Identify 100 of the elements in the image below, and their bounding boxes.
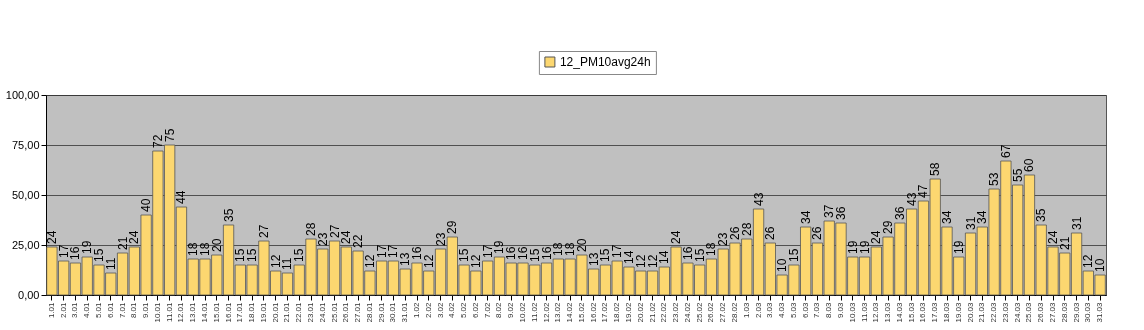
x-tick-label: 17.03: [930, 301, 940, 323]
data-label: 18: [198, 242, 212, 256]
data-label: 23: [433, 232, 448, 246]
data-label: 23: [315, 232, 330, 246]
data-label: 28: [304, 222, 318, 236]
y-tick-label: 50,00: [11, 188, 40, 201]
data-label: 28: [739, 222, 754, 236]
x-tick-label: 26.02: [706, 301, 716, 323]
data-label: 24: [339, 230, 354, 244]
x-tick-label: 2.03: [753, 301, 763, 319]
data-label: 17: [480, 244, 495, 258]
x-tick-label: 12.01: [176, 301, 186, 323]
x-tick-label: 28.03: [1059, 301, 1069, 323]
x-tick-label: 14.02: [565, 301, 575, 323]
data-label: 12: [421, 254, 436, 268]
data-label: 16: [680, 246, 695, 260]
data-label: 35: [221, 208, 236, 222]
data-label: 15: [527, 248, 542, 262]
data-label: 23: [716, 232, 731, 246]
data-label: 18: [551, 242, 566, 256]
data-label: 16: [504, 246, 519, 260]
x-tick-label: 14.01: [200, 301, 209, 323]
data-label: 31: [1069, 216, 1084, 230]
data-label: 17: [610, 244, 625, 258]
x-tick-label: 8.02: [494, 301, 504, 319]
x-tick-label: 20.03: [965, 301, 975, 323]
data-label: 24: [1046, 230, 1060, 244]
x-tick-label: 15.03: [906, 301, 916, 323]
data-label: 21: [115, 236, 130, 250]
data-label: 12: [268, 254, 283, 268]
x-tick-label: 27.03: [1048, 301, 1057, 323]
data-label: 24: [869, 230, 884, 244]
x-tick-label: 31.03: [1095, 301, 1105, 323]
x-tick-label: 8.01: [129, 301, 139, 319]
y-tick-label: 100,00: [5, 88, 40, 101]
x-tick-label: 16.01: [223, 301, 233, 323]
data-label: 11: [103, 257, 118, 270]
data-label: 34: [975, 210, 990, 224]
data-label: 35: [1034, 208, 1049, 222]
x-tick-label: 6.02: [470, 301, 480, 319]
x-tick-label: 15.02: [576, 301, 586, 323]
data-label: 67: [998, 144, 1013, 158]
data-label: 26: [728, 226, 742, 240]
x-tick-label: 27.01: [353, 301, 363, 323]
data-label: 12: [362, 254, 377, 268]
x-tick-label: 17.02: [600, 301, 610, 323]
x-tick-label: 10.01: [152, 301, 162, 323]
data-label: 17: [374, 244, 389, 258]
x-tick-label: 26.03: [1036, 301, 1046, 323]
data-label: 44: [174, 190, 189, 204]
data-label: 13: [586, 252, 601, 266]
data-label: 19: [492, 240, 507, 254]
x-tick-label: 5.03: [788, 301, 798, 319]
x-tick-label: 18.03: [942, 301, 951, 323]
data-label: 72: [150, 134, 165, 148]
x-tick-label: 12.02: [541, 301, 551, 323]
x-tick-label: 23.02: [671, 301, 681, 323]
x-tick-label: 9.03: [836, 301, 845, 319]
x-tick-label: 3.03: [765, 301, 775, 319]
x-tick-label: 5.02: [459, 301, 469, 319]
x-tick-label: 20.02: [635, 301, 645, 323]
x-tick-label: 21.01: [282, 301, 292, 323]
y-tick-label: 25,00: [11, 238, 40, 251]
data-label: 21: [1057, 236, 1072, 250]
x-tick-label: 21.02: [647, 301, 657, 323]
data-label: 18: [704, 242, 719, 256]
data-label: 16: [410, 246, 424, 260]
x-tick-label: 20.01: [270, 301, 280, 323]
x-tick-label: 1.01: [46, 301, 56, 319]
x-tick-label: 4.02: [447, 301, 457, 319]
x-tick-label: 25.01: [329, 301, 339, 323]
data-label: 15: [245, 248, 260, 262]
x-tick-label: 21.03: [977, 301, 987, 323]
x-tick-label: 13.01: [188, 301, 198, 323]
x-tick-label: 1.02: [412, 301, 421, 319]
x-tick-label: 18.02: [612, 301, 622, 323]
x-tick-label: 11.01: [164, 301, 174, 322]
data-label: 13: [398, 252, 413, 266]
x-tick-label: 19.03: [953, 301, 963, 323]
data-label: 53: [987, 172, 1002, 186]
data-label: 15: [692, 248, 707, 262]
data-label: 36: [892, 206, 907, 220]
data-label: 15: [92, 248, 106, 262]
x-tick-label: 23.01: [306, 301, 315, 323]
data-label: 12: [1081, 254, 1096, 268]
y-tick-label: 75,00: [11, 138, 40, 151]
x-tick-label: 2.02: [423, 301, 433, 319]
data-label: 34: [798, 210, 813, 224]
data-label: 26: [810, 226, 825, 240]
data-label: 16: [539, 246, 554, 260]
x-tick-label: 25.03: [1024, 301, 1034, 323]
x-tick-label: 7.01: [117, 301, 127, 319]
data-label: 24: [44, 230, 59, 244]
x-tick-label: 3.01: [70, 301, 80, 319]
x-tick-label: 24.01: [317, 301, 327, 323]
data-label: 14: [622, 250, 636, 264]
data-label: 43: [904, 192, 919, 206]
x-tick-label: 5.01: [94, 301, 103, 319]
data-label: 36: [834, 206, 848, 220]
x-tick-label: 6.01: [105, 301, 115, 319]
